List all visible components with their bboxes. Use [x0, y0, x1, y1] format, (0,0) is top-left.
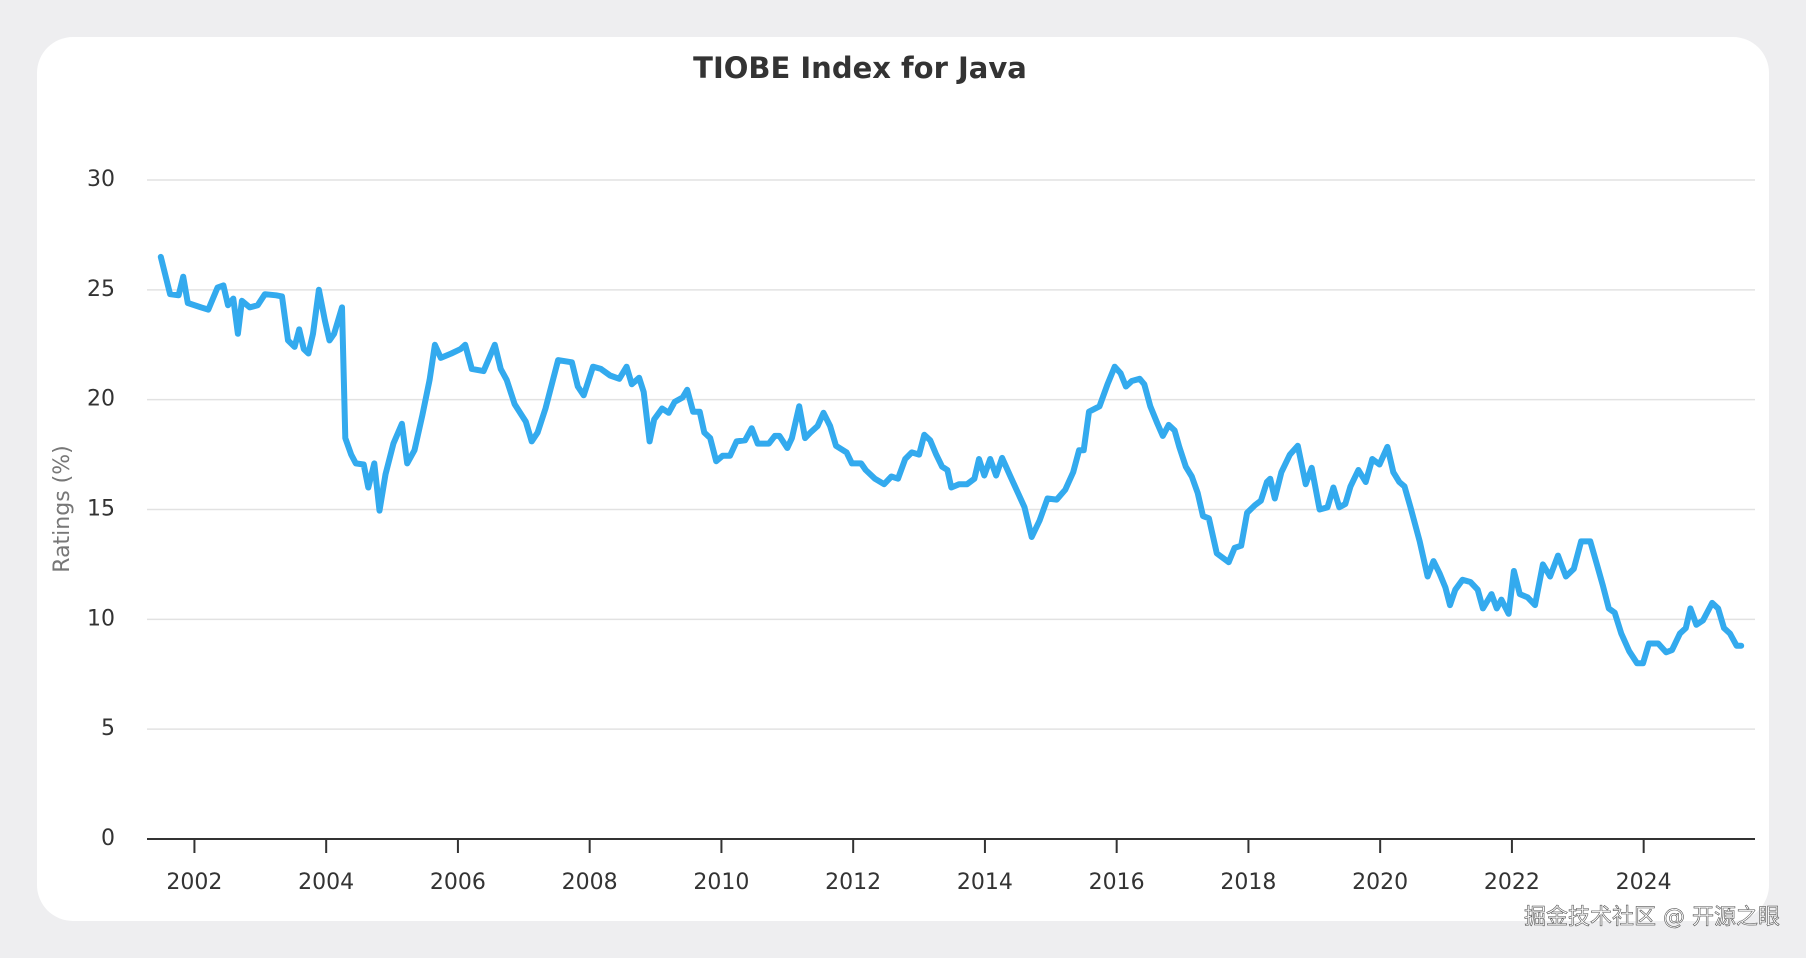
y-tick-label: 5	[101, 716, 115, 741]
x-tick-label: 2020	[1352, 870, 1408, 895]
y-tick-label: 15	[87, 497, 115, 522]
watermark: 掘金技术社区 @ 开源之眼	[1524, 905, 1780, 930]
y-tick-label: 10	[87, 606, 115, 631]
y-tick-label: 20	[87, 387, 115, 412]
x-tick-label: 2024	[1616, 870, 1672, 895]
x-tick-label: 2012	[825, 870, 881, 895]
y-tick-label: 30	[87, 167, 115, 192]
chart-title: TIOBE Index for Java	[693, 51, 1027, 85]
x-tick-label: 2008	[562, 870, 618, 895]
y-tick-label: 0	[101, 826, 115, 851]
y-tick-label: 25	[87, 277, 115, 302]
line	[157, 253, 1745, 667]
x-tick-label: 2022	[1484, 870, 1540, 895]
x-tick-label: 2006	[430, 870, 486, 895]
x-tick-label: 2002	[166, 870, 222, 895]
x-tick-label: 2004	[298, 870, 354, 895]
x-tick-label: 2014	[957, 870, 1013, 895]
card	[37, 37, 1769, 921]
y-axis-title: Ratings (%)	[50, 445, 75, 572]
x-tick-label: 2018	[1220, 870, 1276, 895]
x-tick-label: 2010	[693, 870, 749, 895]
x-tick-label: 2016	[1089, 870, 1145, 895]
